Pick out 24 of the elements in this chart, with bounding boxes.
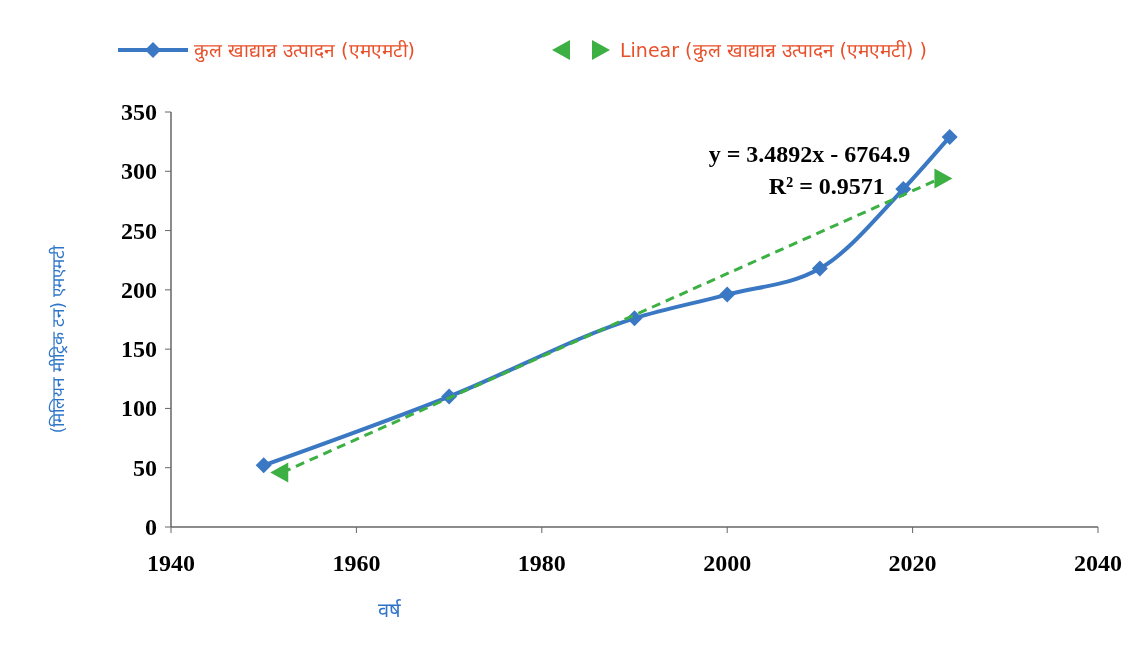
x-axis-title: वर्ष: [378, 598, 402, 622]
y-tick-label: 150: [121, 336, 157, 363]
y-tick-label: 50: [133, 454, 157, 481]
x-tick-label: 1960: [332, 550, 381, 576]
x-tick-label: 2000: [703, 550, 752, 576]
legend-label: Linear (कुल खाद्यान्न उत्पादन (एमएमटी) ): [620, 39, 927, 63]
point: [811, 260, 828, 277]
y-tick-label: 100: [121, 395, 157, 422]
x-tick-label: 2020: [888, 550, 937, 576]
y-tick-label: 300: [121, 158, 157, 185]
y-axis-title: (मिलियन मीट्रिक टन) एमएमटी: [48, 244, 68, 434]
y-tick-label: 350: [121, 99, 157, 125]
point: [941, 128, 958, 145]
x-tick-label: 1980: [517, 550, 566, 576]
y-tick-label: 0: [145, 514, 157, 540]
x-tick-label: 1940: [147, 550, 195, 576]
y-tick-label: 200: [121, 276, 157, 303]
point: [255, 457, 272, 474]
annotation: R² = 0.9571: [768, 173, 885, 199]
y-tick-label: 250: [121, 217, 157, 244]
point: [719, 286, 736, 303]
annotation: y = 3.4892x - 6764.9: [708, 141, 911, 167]
x-tick-label: 2040: [1074, 550, 1122, 576]
legend-label: कुल खाद्यान्न उत्पादन (एमएमटी): [194, 39, 415, 63]
